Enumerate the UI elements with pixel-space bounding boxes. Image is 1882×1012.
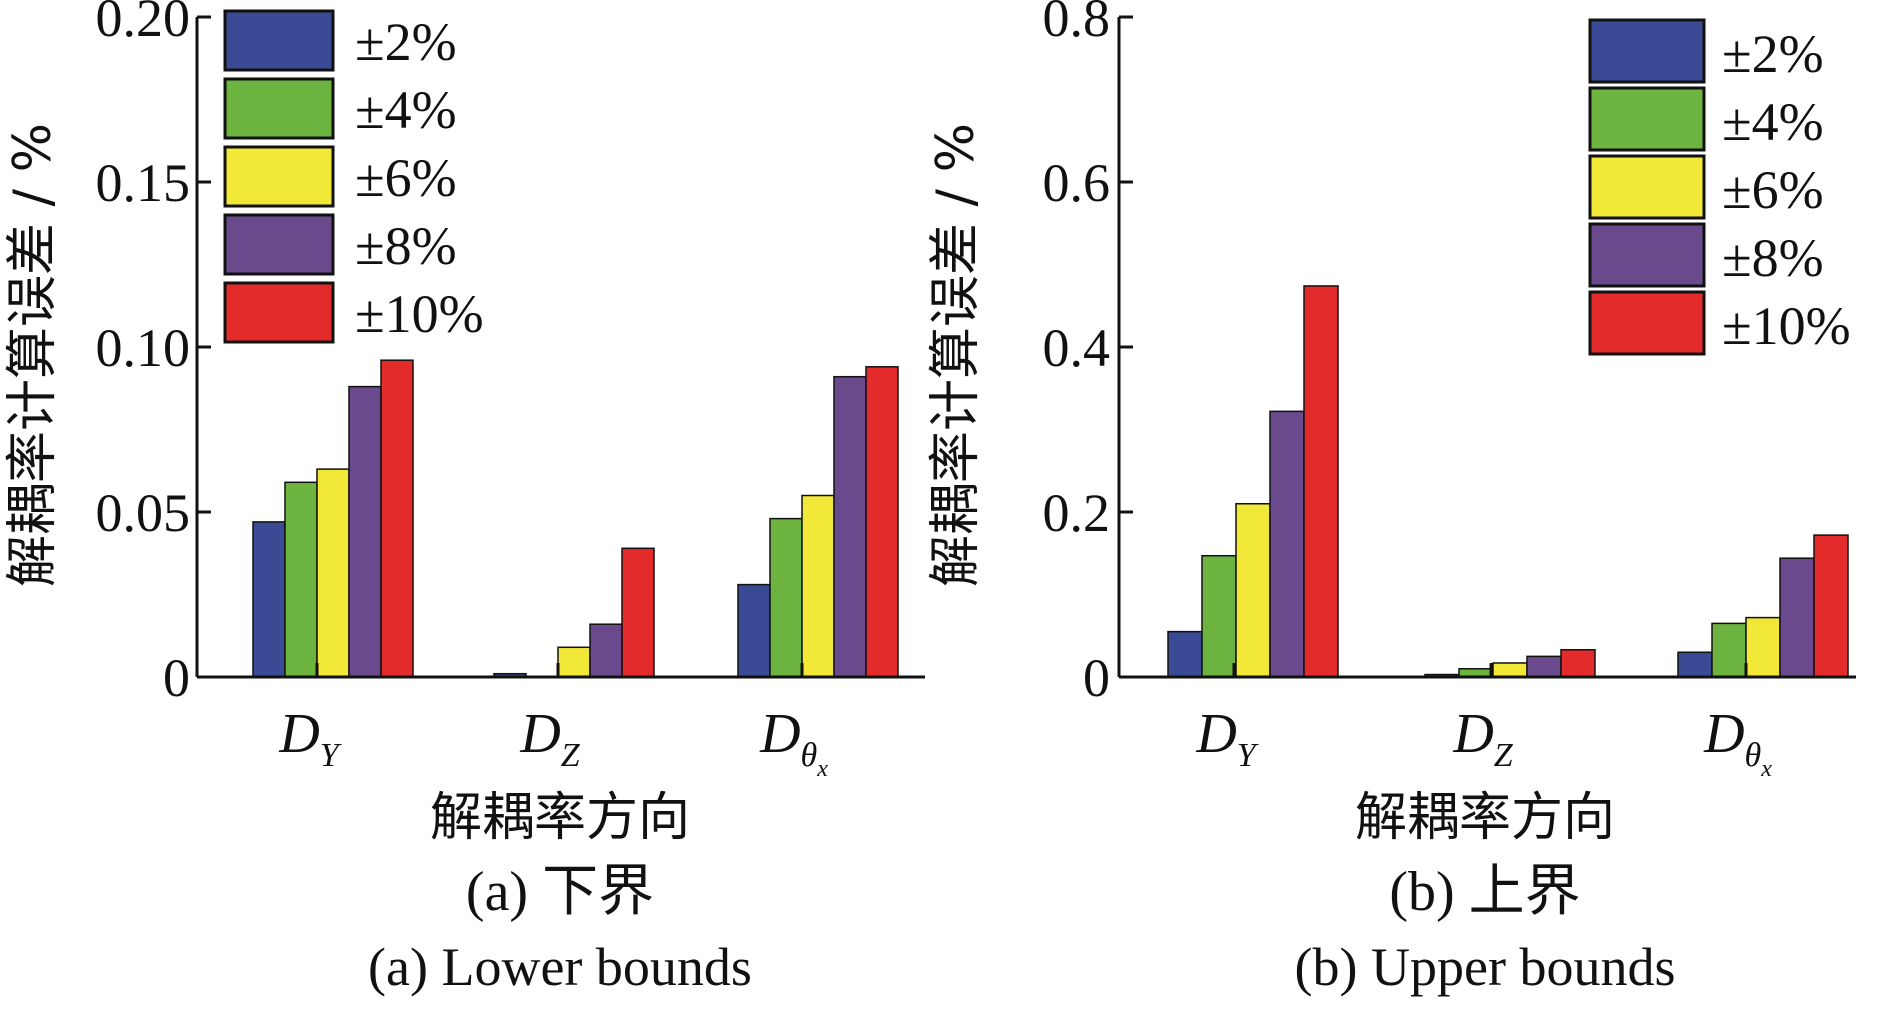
bar-D_Y-4 (1269, 410, 1305, 678)
x-category-label: Dθx (1703, 703, 1772, 782)
legend: ±2% ±4% ±6% ±8% ±10% (223, 9, 484, 344)
caption-chinese: (a) 下界 (466, 861, 654, 923)
caption-chinese: (b) 上界 (1389, 861, 1580, 923)
bar-D_θx-1 (737, 583, 771, 678)
caption-english: (a) Lower bounds (368, 937, 752, 997)
x-category-label: DY (278, 703, 341, 774)
bar-D_θx-5 (1813, 534, 1849, 678)
y-tick-label: 0.8 (1043, 0, 1111, 48)
legend-swatch-1 (1588, 18, 1706, 84)
y-tick-label: 0 (1083, 648, 1110, 708)
legend-label: ±8% (1722, 228, 1824, 288)
category-main: D (1452, 703, 1493, 765)
y-tick-label: 0.4 (1043, 318, 1111, 378)
category-main: D (1195, 703, 1236, 765)
category-sub: θ (801, 737, 818, 774)
bar-D_Y-5 (380, 359, 414, 678)
bar-D_Y-1 (252, 521, 286, 678)
legend-label: ±8% (355, 216, 457, 276)
category-main: D (278, 703, 319, 765)
legend-swatch-4 (223, 213, 335, 276)
legend-swatch-2 (223, 77, 335, 140)
bar-D_Y-2 (284, 481, 318, 678)
bar-D_Z-5 (621, 547, 655, 678)
y-axis-title: 解耦率计算误差 / % (3, 123, 63, 587)
bar-D_θx-4 (1779, 557, 1815, 678)
y-tick-label: 0.20 (96, 0, 191, 48)
x-category-label: DZ (519, 703, 580, 774)
y-tick-label: 0.10 (96, 318, 191, 378)
legend-swatch-5 (1588, 290, 1706, 356)
bar-D_θx-2 (769, 517, 803, 678)
bar-D_θx-5 (865, 366, 899, 678)
legend-label: ±6% (1722, 160, 1824, 220)
x-category-label: DZ (1452, 703, 1513, 774)
category-main: D (1703, 703, 1744, 765)
caption-english: (b) Upper bounds (1295, 937, 1676, 997)
bar-D_Y-3 (316, 468, 350, 678)
category-main: D (519, 703, 560, 765)
bar-D_Y-3 (1235, 503, 1271, 678)
bar-D_Y-4 (348, 385, 382, 678)
bar-D_θx-2 (1711, 622, 1747, 678)
legend-label: ±2% (1722, 24, 1824, 84)
bar-D_θx-4 (833, 375, 867, 678)
legend-label: ±10% (1722, 296, 1851, 356)
category-sub: Y (1237, 737, 1259, 774)
y-tick-label: 0.05 (96, 483, 191, 543)
y-axis-title: 解耦率计算误差 / % (926, 123, 986, 587)
y-tick-label: 0 (163, 648, 190, 708)
category-sub: θ (1745, 737, 1762, 774)
legend-swatch-5 (223, 281, 335, 344)
bar-D_Z-4 (589, 623, 623, 678)
bar-D_θx-1 (1677, 651, 1713, 678)
bar-D_Y-5 (1303, 285, 1339, 678)
y-tick-label: 0.2 (1043, 483, 1111, 543)
y-tick-label: 0.15 (96, 153, 191, 213)
bar-D_Y-1 (1167, 630, 1203, 678)
category-main: D (759, 703, 800, 765)
x-axis-title: 解耦率方向 (430, 788, 690, 848)
legend-label: ±10% (355, 284, 484, 344)
bar-D_Z-3 (1492, 662, 1528, 678)
x-axis-title: 解耦率方向 (1355, 788, 1615, 848)
legend-swatch-3 (223, 145, 335, 208)
category-sub: Z (1494, 737, 1514, 774)
bar-D_θx-3 (801, 494, 835, 678)
bar-D_Z-3 (557, 646, 591, 678)
category-sub: Y (320, 737, 342, 774)
legend-swatch-1 (223, 9, 335, 72)
legend: ±2% ±4% ±6% ±8% ±10% (1588, 18, 1851, 356)
bar-D_Z-5 (1560, 649, 1596, 678)
panel-upper-bounds: 00.20.40.60.8DY DZ Dθx±2%±4%±6%±8%±10%解耦率计… (926, 0, 1856, 997)
bar-D_Y-2 (1201, 554, 1237, 678)
y-tick-label: 0.6 (1043, 153, 1111, 213)
legend-label: ±4% (355, 80, 457, 140)
category-sub: Z (561, 737, 581, 774)
legend-swatch-4 (1588, 222, 1706, 288)
legend-swatch-2 (1588, 86, 1706, 152)
bar-D_θx-3 (1745, 616, 1781, 678)
legend-label: ±2% (355, 12, 457, 72)
legend-label: ±4% (1722, 92, 1824, 152)
bar-D_Z-4 (1526, 655, 1562, 678)
x-category-label: Dθx (759, 703, 828, 782)
legend-swatch-3 (1588, 154, 1706, 220)
category-subsub: x (1760, 756, 1772, 782)
category-subsub: x (816, 756, 828, 782)
legend-label: ±6% (355, 148, 457, 208)
x-category-label: DY (1195, 703, 1258, 774)
